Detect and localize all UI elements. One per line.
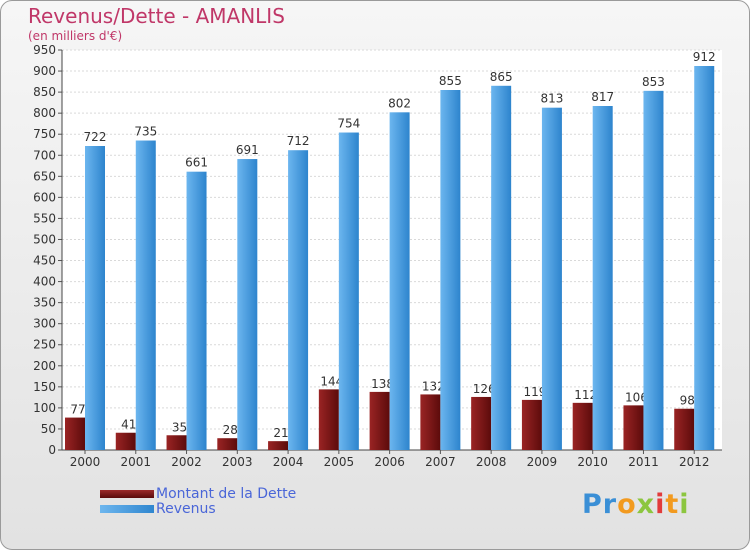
y-tick-label: 0 — [48, 443, 56, 457]
x-tick-label-2007: 2007 — [425, 455, 456, 469]
x-tick-label-2009: 2009 — [527, 455, 558, 469]
y-tick-label: 300 — [33, 317, 56, 331]
data-label-dette-2009: 119 — [523, 385, 546, 399]
data-label-revenus-2012: 912 — [693, 50, 716, 64]
legend-item-revenus[interactable]: Revenus — [100, 500, 296, 517]
data-label-revenus-2010: 817 — [591, 90, 614, 104]
data-label-dette-2004: 21 — [273, 426, 288, 440]
legend: Montant de la Dette Revenus — [100, 485, 297, 517]
x-tick-label-2011: 2011 — [628, 455, 659, 469]
data-label-dette-2000: 77 — [70, 403, 85, 417]
bar-dette-2012 — [674, 408, 695, 450]
data-label-revenus-2007: 855 — [439, 74, 462, 88]
y-tick-label: 250 — [33, 338, 56, 352]
bar-dette-2004 — [268, 441, 289, 450]
y-tick-label: 100 — [33, 401, 56, 415]
data-label-dette-2003: 28 — [223, 423, 238, 437]
data-label-dette-2011: 106 — [625, 390, 648, 404]
x-tick-label-2001: 2001 — [120, 455, 151, 469]
bar-dette-2006 — [369, 391, 390, 450]
data-label-dette-2001: 41 — [121, 418, 136, 432]
chart-subtitle: (en milliers d'€) — [28, 29, 123, 43]
x-tick-label-2012: 2012 — [679, 455, 710, 469]
y-tick-label: 450 — [33, 254, 56, 268]
bar-dette-2005 — [318, 389, 339, 450]
y-tick-label: 650 — [33, 169, 56, 183]
data-label-revenus-2011: 853 — [642, 75, 665, 89]
y-tick-label: 950 — [33, 43, 56, 57]
data-label-dette-2002: 35 — [172, 420, 187, 434]
data-label-revenus-2004: 712 — [287, 134, 310, 148]
legend-label-revenus: Revenus — [156, 500, 216, 517]
bar-dette-2011 — [623, 405, 644, 450]
bar-revenus-2003 — [237, 159, 258, 451]
bar-revenus-2009 — [541, 107, 562, 451]
y-tick-label: 50 — [41, 422, 56, 436]
legend-swatch-dette — [100, 489, 154, 498]
x-tick-label-2010: 2010 — [577, 455, 608, 469]
y-tick-label: 850 — [33, 85, 56, 99]
y-tick-label: 900 — [33, 64, 56, 78]
bar-dette-2010 — [572, 402, 593, 450]
bar-dette-2003 — [217, 438, 238, 450]
bar-dette-2002 — [166, 435, 187, 450]
bar-dette-2001 — [115, 432, 136, 450]
y-tick-label: 600 — [33, 190, 56, 204]
data-label-dette-2010: 112 — [574, 388, 597, 402]
data-label-dette-2005: 144 — [320, 374, 343, 388]
data-label-revenus-2009: 813 — [540, 92, 563, 106]
data-label-revenus-2008: 865 — [490, 70, 513, 84]
data-label-dette-2007: 132 — [422, 379, 445, 393]
bar-dette-2009 — [521, 399, 542, 450]
bar-revenus-2010 — [592, 106, 613, 450]
x-tick-label-2002: 2002 — [171, 455, 202, 469]
data-label-dette-2012: 98 — [680, 394, 695, 408]
y-tick-label: 400 — [33, 275, 56, 289]
y-tick-label: 750 — [33, 127, 56, 141]
bar-revenus-2005 — [338, 132, 359, 451]
x-tick-label-2005: 2005 — [324, 455, 355, 469]
y-tick-label: 700 — [33, 148, 56, 162]
chart-title: Revenus/Dette - AMANLIS — [28, 4, 285, 28]
x-tick-label-2003: 2003 — [222, 455, 253, 469]
legend-label-dette: Montant de la Dette — [156, 485, 297, 502]
bar-revenus-2007 — [440, 90, 461, 450]
data-label-dette-2006: 138 — [371, 377, 394, 391]
data-label-revenus-2001: 735 — [134, 125, 157, 139]
y-tick-label: 150 — [33, 380, 56, 394]
data-label-revenus-2002: 661 — [185, 156, 208, 170]
bar-revenus-2002 — [186, 171, 207, 450]
proxiti-logo: Proxiti — [582, 489, 690, 520]
bar-dette-2007 — [420, 394, 441, 450]
y-tick-label: 200 — [33, 359, 56, 373]
data-label-dette-2008: 126 — [473, 382, 496, 396]
x-tick-label-2006: 2006 — [374, 455, 405, 469]
bar-dette-2000 — [65, 417, 85, 450]
legend-swatch-revenus — [100, 504, 154, 513]
data-label-revenus-2005: 754 — [337, 117, 360, 131]
y-tick-label: 500 — [33, 232, 56, 246]
bar-revenus-2001 — [135, 140, 156, 451]
x-tick-label-2000: 2000 — [70, 455, 101, 469]
bar-revenus-2006 — [389, 112, 410, 450]
y-tick-label: 550 — [33, 211, 56, 225]
bar-dette-2008 — [471, 396, 492, 450]
bar-revenus-2000 — [85, 146, 105, 450]
bar-revenus-2004 — [288, 150, 309, 451]
legend-item-dette[interactable]: Montant de la Dette — [100, 485, 297, 502]
data-label-revenus-2003: 691 — [236, 143, 259, 157]
y-tick-label: 350 — [33, 296, 56, 310]
bar-revenus-2008 — [491, 85, 512, 450]
bar-revenus-2012 — [694, 66, 715, 450]
x-tick-label-2004: 2004 — [273, 455, 304, 469]
y-tick-label: 800 — [33, 106, 56, 120]
data-label-revenus-2006: 802 — [388, 96, 411, 110]
data-label-revenus-2000: 722 — [84, 130, 107, 144]
x-tick-label-2008: 2008 — [476, 455, 507, 469]
bar-revenus-2011 — [643, 90, 664, 450]
